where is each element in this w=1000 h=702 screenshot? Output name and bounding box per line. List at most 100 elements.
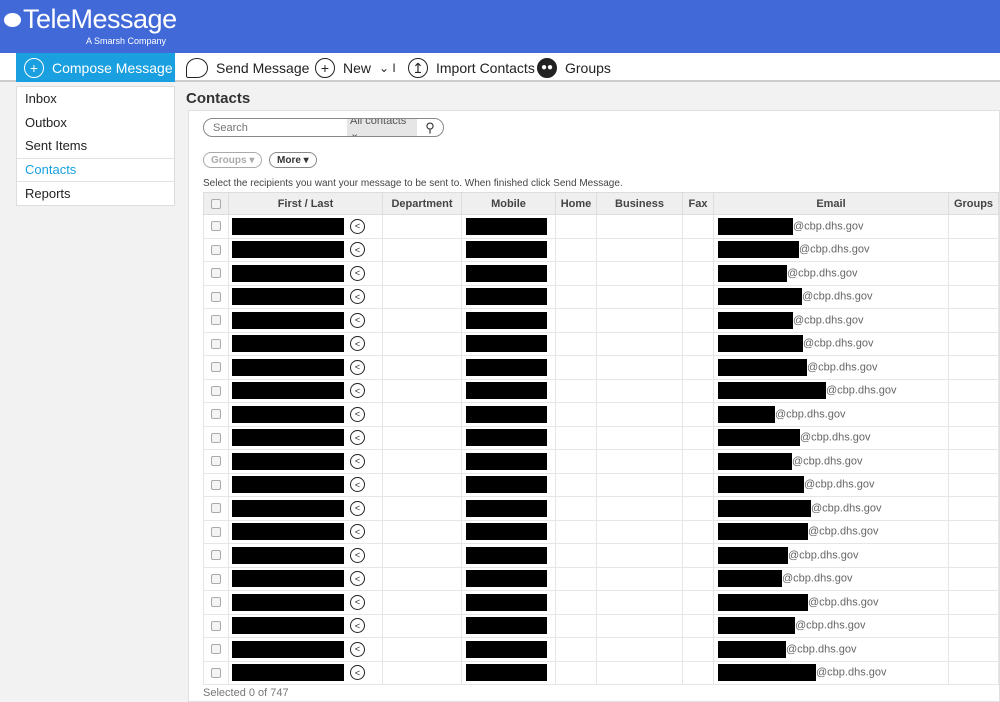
email-cell: @cbp.dhs.gov [713, 308, 949, 333]
redacted-mobile [466, 664, 547, 682]
table-row[interactable]: < @cbp.dhs.gov [203, 284, 999, 309]
table-row[interactable]: < @cbp.dhs.gov [203, 214, 999, 239]
row-checkbox[interactable] [211, 526, 221, 537]
share-icon[interactable]: < [350, 453, 365, 469]
column-header[interactable]: Groups [948, 192, 999, 215]
new-dropdown[interactable]: + New ⌄ I [315, 53, 396, 82]
share-icon[interactable]: < [350, 406, 365, 422]
row-checkbox[interactable] [211, 432, 221, 443]
row-checkbox[interactable] [211, 409, 221, 420]
name-cell: < [228, 425, 383, 450]
mobile-cell [461, 402, 556, 427]
share-icon[interactable]: < [350, 359, 365, 375]
send-message-button[interactable]: Send Message [186, 53, 309, 82]
column-header[interactable]: First / Last [228, 192, 383, 215]
contacts-scope-select[interactable]: All contacts ⌄ [347, 119, 417, 136]
table-row[interactable]: < @cbp.dhs.gov [203, 496, 999, 521]
share-icon[interactable]: < [350, 477, 365, 493]
table-row[interactable]: < @cbp.dhs.gov [203, 637, 999, 662]
share-icon[interactable]: < [350, 665, 365, 681]
table-row[interactable]: < @cbp.dhs.gov [203, 308, 999, 333]
row-checkbox[interactable] [211, 479, 221, 490]
row-checkbox[interactable] [211, 597, 221, 608]
toolbar: + Compose Message Send Message + New ⌄ I ↥ I… [0, 53, 1000, 82]
column-header[interactable]: Department [382, 192, 462, 215]
column-header[interactable]: Email [713, 192, 949, 215]
table-row[interactable]: < @cbp.dhs.gov [203, 378, 999, 403]
column-header[interactable]: Business [596, 192, 683, 215]
sidebar-item-reports[interactable]: Reports [17, 181, 174, 205]
column-header[interactable]: Home [555, 192, 597, 215]
table-row[interactable]: < @cbp.dhs.gov [203, 519, 999, 544]
share-icon[interactable]: < [350, 547, 365, 563]
column-header[interactable]: Mobile [461, 192, 556, 215]
table-row[interactable]: < @cbp.dhs.gov [203, 237, 999, 262]
table-row[interactable]: < @cbp.dhs.gov [203, 331, 999, 356]
groups-cell [948, 237, 999, 262]
table-row[interactable]: < @cbp.dhs.gov [203, 660, 999, 685]
share-icon[interactable]: < [350, 524, 365, 540]
import-contacts-button[interactable]: ↥ Import Contacts [408, 53, 535, 82]
fax-cell [682, 284, 714, 309]
table-row[interactable]: < @cbp.dhs.gov [203, 449, 999, 474]
row-checkbox[interactable] [211, 620, 221, 631]
row-checkbox[interactable] [211, 362, 221, 373]
row-select-cell [203, 355, 229, 380]
mobile-cell [461, 331, 556, 356]
email-domain: @cbp.dhs.gov [802, 290, 873, 303]
share-icon[interactable]: < [350, 265, 365, 281]
name-cell: < [228, 402, 383, 427]
table-row[interactable]: < @cbp.dhs.gov [203, 472, 999, 497]
share-icon[interactable]: < [350, 500, 365, 516]
share-icon[interactable]: < [350, 336, 365, 352]
column-header[interactable]: Fax [682, 192, 714, 215]
sidebar-item-inbox[interactable]: Inbox [25, 91, 57, 107]
more-button[interactable]: More ▾ [269, 152, 317, 168]
table-row[interactable]: < @cbp.dhs.gov [203, 543, 999, 568]
groups-button[interactable]: ●● Groups [537, 53, 611, 82]
row-checkbox[interactable] [211, 221, 221, 232]
table-row[interactable]: < @cbp.dhs.gov [203, 355, 999, 380]
share-icon[interactable]: < [350, 571, 365, 587]
share-icon[interactable]: < [350, 618, 365, 634]
share-icon[interactable]: < [350, 430, 365, 446]
row-checkbox[interactable] [211, 573, 221, 584]
groups-filter[interactable]: Groups ▾ [203, 152, 263, 168]
row-checkbox[interactable] [211, 244, 221, 255]
share-icon[interactable]: < [350, 289, 365, 305]
row-checkbox[interactable] [211, 315, 221, 326]
table-row[interactable]: < @cbp.dhs.gov [203, 613, 999, 638]
table-row[interactable]: < @cbp.dhs.gov [203, 402, 999, 427]
fax-cell [682, 496, 714, 521]
table-row[interactable]: < @cbp.dhs.gov [203, 425, 999, 450]
row-checkbox[interactable] [211, 268, 221, 279]
telemessage-logo[interactable]: TeleMessage [4, 4, 177, 35]
sidebar-item-sent-items[interactable]: Sent Items [25, 138, 88, 154]
search-input[interactable] [204, 121, 347, 134]
search-icon[interactable]: ⚲ [425, 119, 435, 135]
sidebar-item-contacts[interactable]: Contacts [17, 157, 174, 182]
share-icon[interactable]: < [350, 594, 365, 610]
share-icon[interactable]: < [350, 312, 365, 328]
share-icon[interactable]: < [350, 641, 365, 657]
row-checkbox[interactable] [211, 385, 221, 396]
row-checkbox[interactable] [211, 550, 221, 561]
share-icon[interactable]: < [350, 383, 365, 399]
redacted-name [232, 640, 344, 658]
table-row[interactable]: < @cbp.dhs.gov [203, 566, 999, 591]
row-checkbox[interactable] [211, 503, 221, 514]
table-row[interactable]: < @cbp.dhs.gov [203, 261, 999, 286]
row-checkbox[interactable] [211, 644, 221, 655]
select-all-checkbox[interactable] [211, 198, 221, 209]
row-checkbox[interactable] [211, 667, 221, 678]
row-checkbox[interactable] [211, 456, 221, 467]
share-icon[interactable]: < [350, 242, 365, 258]
row-checkbox[interactable] [211, 338, 221, 349]
table-row[interactable]: < @cbp.dhs.gov [203, 590, 999, 615]
redacted-email-user [718, 288, 802, 306]
share-icon[interactable]: < [350, 218, 365, 234]
sidebar-item-outbox[interactable]: Outbox [25, 114, 67, 130]
compose-message-button[interactable]: + Compose Message [16, 53, 175, 82]
fax-cell [682, 543, 714, 568]
row-checkbox[interactable] [211, 291, 221, 302]
